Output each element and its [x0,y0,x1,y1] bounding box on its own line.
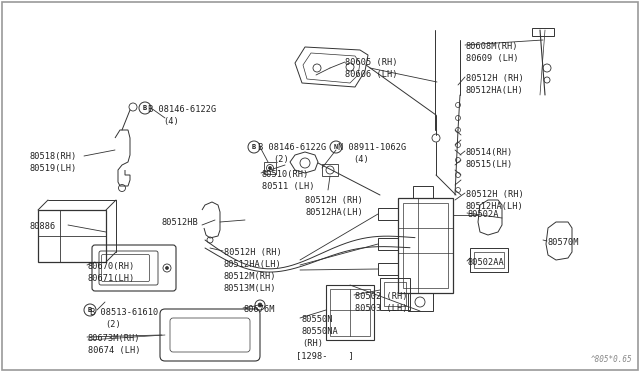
Text: 80503 (LH): 80503 (LH) [355,304,408,313]
Text: 80512H (RH): 80512H (RH) [305,196,363,205]
Bar [378,208,398,220]
Text: 80512HA(LH): 80512HA(LH) [466,86,524,95]
Text: N: N [334,144,338,150]
Text: 80674 (LH): 80674 (LH) [88,346,141,355]
Bar [380,278,410,310]
Text: 80886: 80886 [30,222,56,231]
Text: 80550N: 80550N [302,315,333,324]
Text: N 08911-1062G: N 08911-1062G [338,143,406,152]
Text: 80512HA(LH): 80512HA(LH) [305,208,363,217]
Text: 80502 (RH): 80502 (RH) [355,292,408,301]
Bar [398,198,453,293]
Bar [378,263,398,275]
Bar [532,28,554,36]
Bar [326,285,374,340]
Text: (4): (4) [163,117,179,126]
Text: (2): (2) [105,320,121,329]
Bar [384,282,406,306]
Text: 80515(LH): 80515(LH) [466,160,513,169]
Bar [378,238,398,250]
Bar [408,293,433,311]
Text: 80513M(LH): 80513M(LH) [224,284,276,293]
Circle shape [139,102,151,114]
Text: 80512H (RH): 80512H (RH) [466,74,524,83]
Bar [403,203,448,288]
Bar [322,164,338,176]
Circle shape [269,167,271,170]
Text: 80676M: 80676M [244,305,275,314]
Circle shape [330,141,342,153]
Text: 80511 (LH): 80511 (LH) [262,182,314,191]
Text: 80605 (RH): 80605 (RH) [345,58,397,67]
Text: 80512HA(LH): 80512HA(LH) [466,202,524,211]
Text: B 08513-61610: B 08513-61610 [90,308,158,317]
Text: 80609 (LH): 80609 (LH) [466,54,518,63]
Text: 80512H (RH): 80512H (RH) [466,190,524,199]
Circle shape [84,304,96,316]
Text: 80518(RH): 80518(RH) [30,152,77,161]
Text: B: B [252,144,256,150]
Text: 80606 (LH): 80606 (LH) [345,70,397,79]
Bar [330,289,370,336]
Bar [413,186,433,198]
Text: 80608M(RH): 80608M(RH) [466,42,518,51]
Text: B 08146-6122G: B 08146-6122G [148,105,216,114]
Text: 80670(RH): 80670(RH) [88,262,135,271]
Bar [474,252,504,268]
Text: B: B [88,307,92,313]
Text: B: B [143,105,147,111]
Text: 80514(RH): 80514(RH) [466,148,513,157]
Text: (2): (2) [273,155,289,164]
Bar [38,210,106,262]
Text: 80510(RH): 80510(RH) [262,170,309,179]
Circle shape [166,266,168,269]
Text: B 08146-6122G: B 08146-6122G [258,143,326,152]
Text: 80512M(RH): 80512M(RH) [224,272,276,281]
Text: 80550NA: 80550NA [302,327,339,336]
Text: (RH): (RH) [302,339,323,348]
Bar [470,248,508,272]
Text: 80673M(RH): 80673M(RH) [88,334,141,343]
Text: 80512HA(LH): 80512HA(LH) [224,260,282,269]
Text: (4): (4) [353,155,369,164]
Circle shape [258,303,262,307]
Text: 80519(LH): 80519(LH) [30,164,77,173]
Text: 80502AA: 80502AA [468,258,505,267]
Text: 80671(LH): 80671(LH) [88,274,135,283]
Text: 80502A: 80502A [468,210,499,219]
Text: 80512H (RH): 80512H (RH) [224,248,282,257]
Text: [1298-    ]: [1298- ] [296,351,354,360]
Text: 80512HB: 80512HB [162,218,199,227]
Text: 80570M: 80570M [548,238,579,247]
Bar [264,162,276,174]
Circle shape [248,141,260,153]
Text: ^805*0.65: ^805*0.65 [590,355,632,364]
